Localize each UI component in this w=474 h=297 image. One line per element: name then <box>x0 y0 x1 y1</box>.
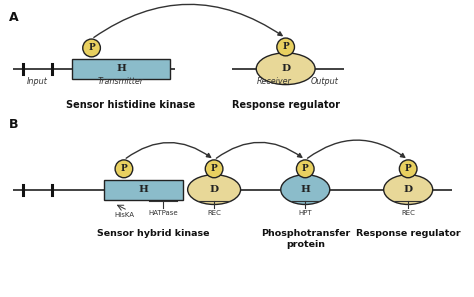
Text: Response regulator: Response regulator <box>232 100 340 110</box>
Bar <box>104 180 183 200</box>
Text: HATPase: HATPase <box>148 210 178 216</box>
Text: B: B <box>9 118 19 131</box>
FancyArrowPatch shape <box>94 4 282 37</box>
Text: HisKA: HisKA <box>114 212 134 218</box>
Text: P: P <box>283 42 289 51</box>
Text: Phosphotransfer
protein: Phosphotransfer protein <box>261 229 350 249</box>
FancyArrowPatch shape <box>308 140 405 158</box>
Text: P: P <box>211 164 218 173</box>
Circle shape <box>205 160 223 178</box>
Text: Sensor hybrid kinase: Sensor hybrid kinase <box>97 229 210 238</box>
Text: REC: REC <box>401 210 415 216</box>
Text: Output: Output <box>311 77 339 86</box>
FancyArrowPatch shape <box>216 142 302 158</box>
Ellipse shape <box>256 53 315 85</box>
Text: P: P <box>120 164 128 173</box>
Text: Receiver: Receiver <box>256 77 291 86</box>
Ellipse shape <box>383 175 433 204</box>
Circle shape <box>277 38 294 56</box>
Text: H: H <box>116 64 126 73</box>
Ellipse shape <box>188 175 241 204</box>
FancyArrowPatch shape <box>126 143 210 158</box>
Text: H: H <box>301 185 310 194</box>
Circle shape <box>296 160 314 178</box>
Text: P: P <box>302 164 309 173</box>
Text: H: H <box>138 185 148 194</box>
Text: HPT: HPT <box>299 210 312 216</box>
Text: REC: REC <box>207 210 221 216</box>
Text: P: P <box>88 43 95 53</box>
Text: Response regulator: Response regulator <box>356 229 461 238</box>
Circle shape <box>400 160 417 178</box>
Text: Input: Input <box>27 77 48 86</box>
Text: D: D <box>281 64 290 73</box>
Text: Sensor histidine kinase: Sensor histidine kinase <box>66 100 195 110</box>
Text: A: A <box>9 11 19 24</box>
Circle shape <box>83 39 100 57</box>
Text: Transmitter: Transmitter <box>98 77 144 86</box>
Bar <box>72 59 170 79</box>
Text: P: P <box>405 164 411 173</box>
Text: D: D <box>404 185 413 194</box>
Circle shape <box>115 160 133 178</box>
Text: D: D <box>210 185 219 194</box>
Ellipse shape <box>281 175 330 204</box>
